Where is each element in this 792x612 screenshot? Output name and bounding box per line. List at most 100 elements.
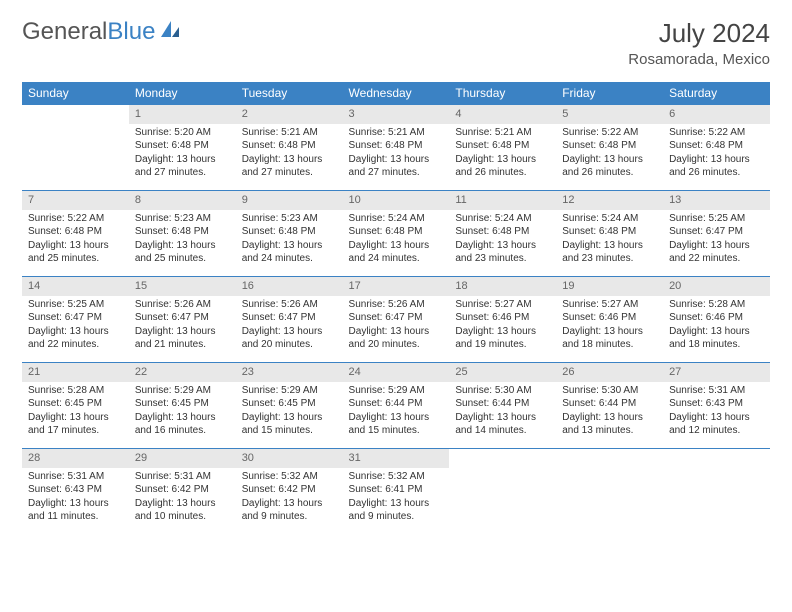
daylight-line: Daylight: 13 hours and 23 minutes. bbox=[562, 239, 657, 266]
sunset-line: Sunset: 6:44 PM bbox=[349, 397, 444, 411]
sunrise-line: Sunrise: 5:20 AM bbox=[135, 126, 230, 140]
day-info: Sunrise: 5:27 AMSunset: 6:46 PMDaylight:… bbox=[556, 296, 663, 356]
calendar-cell: 28Sunrise: 5:31 AMSunset: 6:43 PMDayligh… bbox=[22, 449, 129, 535]
sunset-line: Sunset: 6:48 PM bbox=[349, 139, 444, 153]
sunset-line: Sunset: 6:43 PM bbox=[669, 397, 764, 411]
day-info: Sunrise: 5:28 AMSunset: 6:45 PMDaylight:… bbox=[22, 382, 129, 442]
sunset-line: Sunset: 6:44 PM bbox=[562, 397, 657, 411]
daylight-line: Daylight: 13 hours and 22 minutes. bbox=[669, 239, 764, 266]
day-number: 2 bbox=[236, 105, 343, 124]
weekday-header: Saturday bbox=[663, 82, 770, 105]
sunrise-line: Sunrise: 5:24 AM bbox=[562, 212, 657, 226]
day-info: Sunrise: 5:24 AMSunset: 6:48 PMDaylight:… bbox=[449, 210, 556, 270]
day-info: Sunrise: 5:30 AMSunset: 6:44 PMDaylight:… bbox=[449, 382, 556, 442]
daylight-line: Daylight: 13 hours and 26 minutes. bbox=[455, 153, 550, 180]
calendar-cell: 29Sunrise: 5:31 AMSunset: 6:42 PMDayligh… bbox=[129, 449, 236, 535]
sunrise-line: Sunrise: 5:26 AM bbox=[135, 298, 230, 312]
daylight-line: Daylight: 13 hours and 13 minutes. bbox=[562, 411, 657, 438]
title-block: July 2024 Rosamorada, Mexico bbox=[628, 18, 770, 68]
day-info: Sunrise: 5:26 AMSunset: 6:47 PMDaylight:… bbox=[236, 296, 343, 356]
sunset-line: Sunset: 6:46 PM bbox=[562, 311, 657, 325]
calendar-cell: 6Sunrise: 5:22 AMSunset: 6:48 PMDaylight… bbox=[663, 105, 770, 191]
sunrise-line: Sunrise: 5:30 AM bbox=[455, 384, 550, 398]
sunrise-line: Sunrise: 5:21 AM bbox=[242, 126, 337, 140]
sunrise-line: Sunrise: 5:22 AM bbox=[562, 126, 657, 140]
daylight-line: Daylight: 13 hours and 17 minutes. bbox=[28, 411, 123, 438]
day-number: 24 bbox=[343, 363, 450, 382]
day-number: 28 bbox=[22, 449, 129, 468]
day-info: Sunrise: 5:31 AMSunset: 6:43 PMDaylight:… bbox=[663, 382, 770, 442]
weekday-header: Monday bbox=[129, 82, 236, 105]
day-number: 10 bbox=[343, 191, 450, 210]
daylight-line: Daylight: 13 hours and 15 minutes. bbox=[242, 411, 337, 438]
sunset-line: Sunset: 6:47 PM bbox=[28, 311, 123, 325]
sunset-line: Sunset: 6:45 PM bbox=[135, 397, 230, 411]
daylight-line: Daylight: 13 hours and 15 minutes. bbox=[349, 411, 444, 438]
sunrise-line: Sunrise: 5:24 AM bbox=[349, 212, 444, 226]
day-info: Sunrise: 5:29 AMSunset: 6:45 PMDaylight:… bbox=[129, 382, 236, 442]
calendar-cell: 21Sunrise: 5:28 AMSunset: 6:45 PMDayligh… bbox=[22, 363, 129, 449]
day-number: 19 bbox=[556, 277, 663, 296]
day-info: Sunrise: 5:32 AMSunset: 6:42 PMDaylight:… bbox=[236, 468, 343, 528]
sunset-line: Sunset: 6:44 PM bbox=[455, 397, 550, 411]
sunrise-line: Sunrise: 5:32 AM bbox=[242, 470, 337, 484]
calendar-cell: 4Sunrise: 5:21 AMSunset: 6:48 PMDaylight… bbox=[449, 105, 556, 191]
day-info: Sunrise: 5:28 AMSunset: 6:46 PMDaylight:… bbox=[663, 296, 770, 356]
daylight-line: Daylight: 13 hours and 20 minutes. bbox=[242, 325, 337, 352]
day-info: Sunrise: 5:31 AMSunset: 6:42 PMDaylight:… bbox=[129, 468, 236, 528]
sail-icon bbox=[159, 19, 181, 46]
sunset-line: Sunset: 6:45 PM bbox=[242, 397, 337, 411]
weekday-row: SundayMondayTuesdayWednesdayThursdayFrid… bbox=[22, 82, 770, 105]
daylight-line: Daylight: 13 hours and 25 minutes. bbox=[28, 239, 123, 266]
sunrise-line: Sunrise: 5:31 AM bbox=[135, 470, 230, 484]
day-info: Sunrise: 5:26 AMSunset: 6:47 PMDaylight:… bbox=[129, 296, 236, 356]
page-header: GeneralBlue July 2024 Rosamorada, Mexico bbox=[22, 18, 770, 68]
calendar-cell: 8Sunrise: 5:23 AMSunset: 6:48 PMDaylight… bbox=[129, 191, 236, 277]
sunrise-line: Sunrise: 5:30 AM bbox=[562, 384, 657, 398]
daylight-line: Daylight: 13 hours and 18 minutes. bbox=[669, 325, 764, 352]
calendar-cell: 25Sunrise: 5:30 AMSunset: 6:44 PMDayligh… bbox=[449, 363, 556, 449]
daylight-line: Daylight: 13 hours and 21 minutes. bbox=[135, 325, 230, 352]
day-info: Sunrise: 5:21 AMSunset: 6:48 PMDaylight:… bbox=[343, 124, 450, 184]
sunset-line: Sunset: 6:45 PM bbox=[28, 397, 123, 411]
sunrise-line: Sunrise: 5:22 AM bbox=[669, 126, 764, 140]
daylight-line: Daylight: 13 hours and 10 minutes. bbox=[135, 497, 230, 524]
sunrise-line: Sunrise: 5:28 AM bbox=[669, 298, 764, 312]
calendar-row: 21Sunrise: 5:28 AMSunset: 6:45 PMDayligh… bbox=[22, 363, 770, 449]
day-number: 9 bbox=[236, 191, 343, 210]
calendar-cell: 14Sunrise: 5:25 AMSunset: 6:47 PMDayligh… bbox=[22, 277, 129, 363]
day-info: Sunrise: 5:29 AMSunset: 6:44 PMDaylight:… bbox=[343, 382, 450, 442]
calendar-cell: . bbox=[22, 105, 129, 191]
day-number: 15 bbox=[129, 277, 236, 296]
calendar-cell: 22Sunrise: 5:29 AMSunset: 6:45 PMDayligh… bbox=[129, 363, 236, 449]
daylight-line: Daylight: 13 hours and 14 minutes. bbox=[455, 411, 550, 438]
weekday-header: Sunday bbox=[22, 82, 129, 105]
day-number: 8 bbox=[129, 191, 236, 210]
calendar-cell: 19Sunrise: 5:27 AMSunset: 6:46 PMDayligh… bbox=[556, 277, 663, 363]
day-number: 26 bbox=[556, 363, 663, 382]
calendar-cell: 13Sunrise: 5:25 AMSunset: 6:47 PMDayligh… bbox=[663, 191, 770, 277]
calendar-cell: . bbox=[556, 449, 663, 535]
sunset-line: Sunset: 6:48 PM bbox=[242, 139, 337, 153]
sunrise-line: Sunrise: 5:25 AM bbox=[669, 212, 764, 226]
sunrise-line: Sunrise: 5:29 AM bbox=[242, 384, 337, 398]
sunrise-line: Sunrise: 5:23 AM bbox=[135, 212, 230, 226]
daylight-line: Daylight: 13 hours and 24 minutes. bbox=[242, 239, 337, 266]
daylight-line: Daylight: 13 hours and 24 minutes. bbox=[349, 239, 444, 266]
sunrise-line: Sunrise: 5:22 AM bbox=[28, 212, 123, 226]
day-number: 16 bbox=[236, 277, 343, 296]
sunrise-line: Sunrise: 5:28 AM bbox=[28, 384, 123, 398]
sunrise-line: Sunrise: 5:29 AM bbox=[135, 384, 230, 398]
weekday-header: Friday bbox=[556, 82, 663, 105]
sunrise-line: Sunrise: 5:21 AM bbox=[349, 126, 444, 140]
day-info: Sunrise: 5:26 AMSunset: 6:47 PMDaylight:… bbox=[343, 296, 450, 356]
day-number: 29 bbox=[129, 449, 236, 468]
weekday-header: Wednesday bbox=[343, 82, 450, 105]
day-number: 1 bbox=[129, 105, 236, 124]
calendar-cell: 23Sunrise: 5:29 AMSunset: 6:45 PMDayligh… bbox=[236, 363, 343, 449]
day-info: Sunrise: 5:29 AMSunset: 6:45 PMDaylight:… bbox=[236, 382, 343, 442]
sunrise-line: Sunrise: 5:29 AM bbox=[349, 384, 444, 398]
day-info: Sunrise: 5:24 AMSunset: 6:48 PMDaylight:… bbox=[556, 210, 663, 270]
sunrise-line: Sunrise: 5:31 AM bbox=[28, 470, 123, 484]
sunset-line: Sunset: 6:48 PM bbox=[242, 225, 337, 239]
